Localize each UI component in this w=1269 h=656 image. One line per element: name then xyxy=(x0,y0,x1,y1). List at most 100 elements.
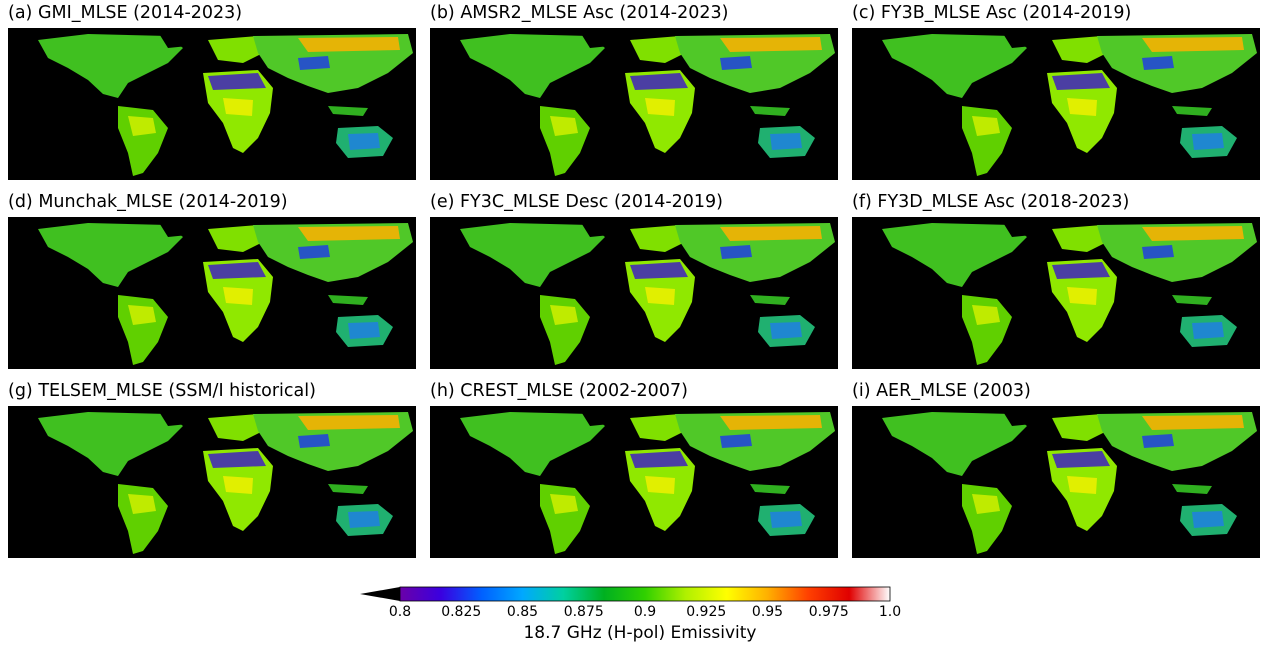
congo-region xyxy=(645,98,675,116)
emissivity-map xyxy=(430,217,838,369)
greenland-landmass xyxy=(1002,410,1037,426)
north-america-landmass xyxy=(882,34,1027,98)
sahara-region xyxy=(208,451,266,468)
panel-title: (g) TELSEM_MLSE (SSM/I historical) xyxy=(8,381,316,401)
south-america-landmass xyxy=(540,295,590,365)
south-america-landmass xyxy=(118,484,168,554)
north-america-landmass xyxy=(38,412,183,476)
south-america-landmass xyxy=(118,106,168,176)
map-canvas xyxy=(38,410,413,554)
south-america-landmass xyxy=(962,484,1012,554)
congo-region xyxy=(645,287,675,305)
congo-region xyxy=(1067,476,1097,494)
emissivity-map xyxy=(852,217,1260,369)
emissivity-map xyxy=(852,406,1260,558)
panel-f: (f) FY3D_MLSE Asc (2018-2023) xyxy=(852,191,1260,376)
australia-interior xyxy=(1192,133,1224,150)
tibet-region xyxy=(1142,56,1174,70)
north-america-landmass xyxy=(460,34,605,98)
congo-region xyxy=(645,476,675,494)
north-america-landmass xyxy=(38,223,183,287)
emissivity-map xyxy=(8,217,416,369)
siberia-region xyxy=(720,226,822,241)
australia-interior xyxy=(770,133,802,150)
emissivity-map xyxy=(8,28,416,180)
sahara-region xyxy=(208,73,266,90)
australia-interior xyxy=(1192,322,1224,339)
amazon-region xyxy=(128,494,156,514)
north-america-landmass xyxy=(882,223,1027,287)
map-canvas xyxy=(882,410,1257,554)
indonesia-landmass xyxy=(750,106,790,116)
congo-region xyxy=(223,476,253,494)
south-america-landmass xyxy=(540,484,590,554)
north-america-landmass xyxy=(460,223,605,287)
colorbar-tick-label: 0.85 xyxy=(506,604,539,620)
colorbar-gradient xyxy=(399,586,891,602)
panel-title: (f) FY3D_MLSE Asc (2018-2023) xyxy=(852,192,1130,212)
amazon-region xyxy=(550,116,578,136)
panel-title: (b) AMSR2_MLSE Asc (2014-2023) xyxy=(430,3,729,23)
south-america-landmass xyxy=(540,106,590,176)
panel-h: (h) CREST_MLSE (2002-2007) xyxy=(430,380,838,565)
colorbar-tick-label: 0.925 xyxy=(686,604,727,620)
panel-g: (g) TELSEM_MLSE (SSM/I historical) xyxy=(8,380,416,565)
amazon-region xyxy=(550,305,578,325)
indonesia-landmass xyxy=(750,295,790,305)
australia-interior xyxy=(348,133,380,150)
panel-a: (a) GMI_MLSE (2014-2023) xyxy=(8,2,416,187)
europe-landmass xyxy=(208,414,263,441)
siberia-region xyxy=(1142,415,1244,430)
europe-landmass xyxy=(630,225,685,252)
tibet-region xyxy=(1142,434,1174,448)
colorbar-tick-label: 0.975 xyxy=(808,604,849,620)
colorbar-tick-label: 1.0 xyxy=(878,604,902,620)
australia-interior xyxy=(348,322,380,339)
colorbar-tick-label: 0.875 xyxy=(563,604,604,620)
siberia-region xyxy=(720,415,822,430)
siberia-region xyxy=(298,226,400,241)
map-canvas xyxy=(460,221,835,365)
greenland-landmass xyxy=(158,410,193,426)
panel-title: (e) FY3C_MLSE Desc (2014-2019) xyxy=(430,192,724,212)
greenland-landmass xyxy=(158,221,193,237)
indonesia-landmass xyxy=(1172,295,1212,305)
panel-c: (c) FY3B_MLSE Asc (2014-2019) xyxy=(852,2,1260,187)
sahara-region xyxy=(1052,262,1110,279)
greenland-landmass xyxy=(1002,221,1037,237)
europe-landmass xyxy=(1052,225,1107,252)
panel-d: (d) Munchak_MLSE (2014-2019) xyxy=(8,191,416,376)
congo-region xyxy=(1067,287,1097,305)
amazon-region xyxy=(128,305,156,325)
emissivity-map xyxy=(852,28,1260,180)
panel-e: (e) FY3C_MLSE Desc (2014-2019) xyxy=(430,191,838,376)
australia-interior xyxy=(770,511,802,528)
colorbar-extend-arrow xyxy=(360,587,400,601)
colorbar: 0.8 0.825 0.85 0.875 0.9 0.925 0.95 0.975 1.0 18… xyxy=(360,584,920,654)
greenland-landmass xyxy=(580,32,615,48)
north-america-landmass xyxy=(38,34,183,98)
emissivity-map xyxy=(430,406,838,558)
europe-landmass xyxy=(208,36,263,63)
colorbar-tick-label: 0.95 xyxy=(751,604,784,620)
congo-region xyxy=(223,287,253,305)
emissivity-map xyxy=(430,28,838,180)
amazon-region xyxy=(128,116,156,136)
indonesia-landmass xyxy=(750,484,790,494)
greenland-landmass xyxy=(580,410,615,426)
tibet-region xyxy=(720,245,752,259)
australia-interior xyxy=(770,322,802,339)
tibet-region xyxy=(298,56,330,70)
europe-landmass xyxy=(208,225,263,252)
tibet-region xyxy=(720,434,752,448)
amazon-region xyxy=(972,494,1000,514)
map-canvas xyxy=(38,221,413,365)
siberia-region xyxy=(298,415,400,430)
tibet-region xyxy=(298,245,330,259)
indonesia-landmass xyxy=(1172,484,1212,494)
map-canvas xyxy=(882,221,1257,365)
map-canvas xyxy=(38,32,413,176)
sahara-region xyxy=(208,262,266,279)
colorbar-tick-label: 0.9 xyxy=(633,604,657,620)
panel-title: (a) GMI_MLSE (2014-2023) xyxy=(8,3,243,23)
